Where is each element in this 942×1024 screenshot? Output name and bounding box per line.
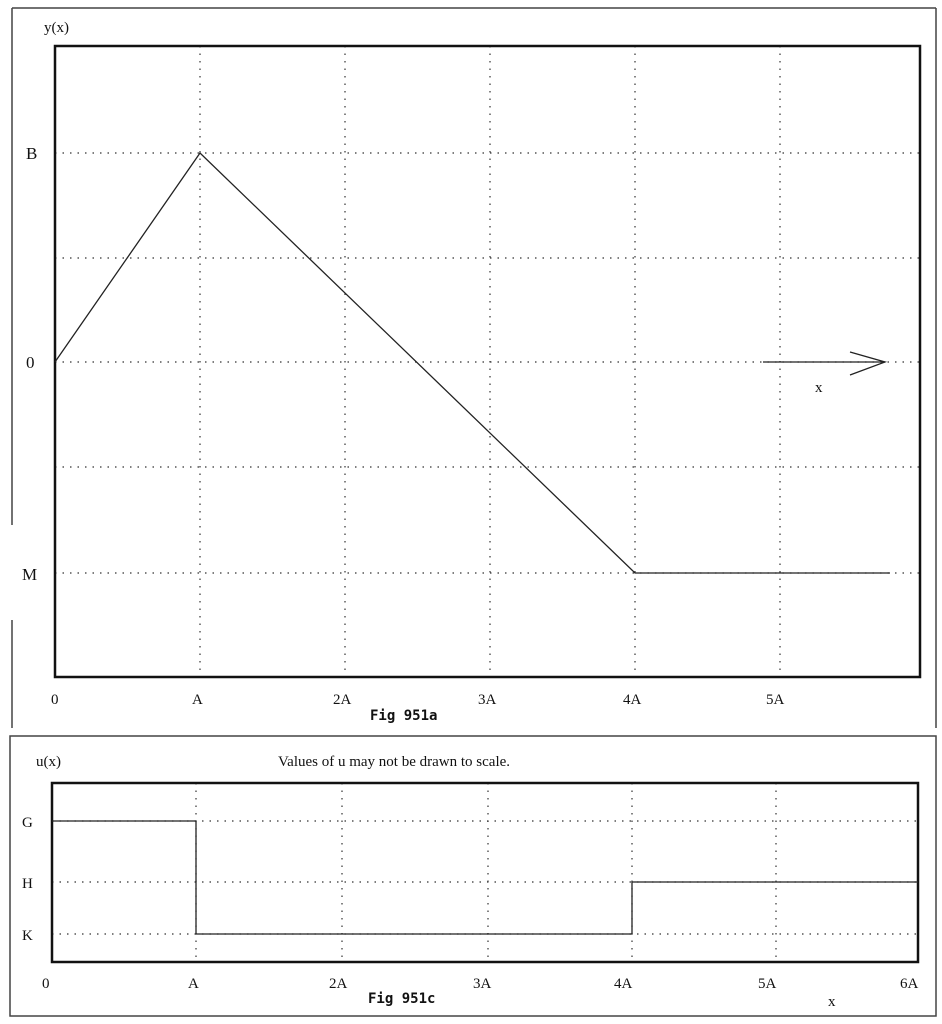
fig-a-xtick-5A: 5A (766, 692, 785, 708)
fig-a-xtick-A: A (192, 692, 203, 708)
fig-c-y-axis-label: u(x) (36, 754, 61, 770)
fig-c-ytick-G: G (22, 815, 33, 831)
fig-a-ytick-zero: 0 (26, 353, 35, 372)
fig-c-xtick-3A: 3A (473, 976, 492, 992)
fig-c-xtick-5A: 5A (758, 976, 777, 992)
fig-a-arrow-head (849, 351, 888, 376)
fig-c-xtick-0: 0 (42, 976, 50, 992)
fig-c-caption: Fig 951c (368, 991, 435, 1007)
fig-c-xtick-2A: 2A (329, 976, 348, 992)
fig-a-xtick-0: 0 (51, 692, 59, 708)
fig-c-x-axis-label: x (828, 994, 836, 1010)
fig-a-ytick-B: B (26, 144, 37, 163)
fig-a-y-axis-label: y(x) (44, 20, 69, 36)
fig-951a: x y(x) B 0 M 0 A 2A 3A 4A 5A Fig 951a (11, 7, 937, 728)
fig-a-curve-y (54, 152, 890, 574)
fig-c-xtick-4A: 4A (614, 976, 633, 992)
fig-c-ytick-H: H (22, 876, 33, 892)
fig-c-ytick-K: K (22, 928, 33, 944)
fig-951c: u(x) Values of u may not be drawn to sca… (9, 735, 937, 1017)
fig-a-xtick-2A: 2A (333, 692, 352, 708)
fig-c-xtick-6A: 6A (900, 976, 919, 992)
fig-c-curve-u (52, 820, 918, 935)
fig-c-xtick-A: A (188, 976, 199, 992)
fig-c-plot-box (50, 781, 920, 964)
fig-c-scale-note: Values of u may not be drawn to scale. (278, 754, 510, 770)
fig-c-frame (9, 735, 937, 1017)
fig-a-caption: Fig 951a (370, 708, 437, 724)
fig-a-xtick-3A: 3A (478, 692, 497, 708)
fig-a-arrow-label: x (815, 380, 823, 396)
fig-a-ytick-M: M (22, 565, 37, 584)
fig-a-xtick-4A: 4A (623, 692, 642, 708)
